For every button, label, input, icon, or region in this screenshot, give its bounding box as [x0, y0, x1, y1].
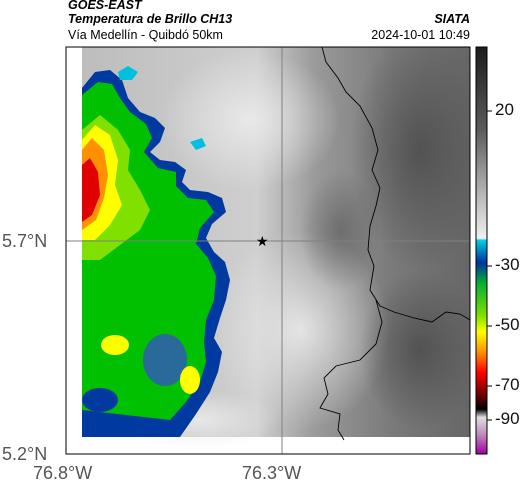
region-subtitle: Vía Medellín - Quibdó 50km [68, 28, 223, 42]
organization-label: SIATA [434, 12, 470, 26]
lat-tick-label: 5.2°N [2, 444, 48, 464]
colorbar [475, 46, 492, 455]
lon-tick-label: 76.3°W [242, 463, 302, 483]
satellite-title: GOES-EAST [68, 0, 142, 12]
satellite-image [66, 47, 470, 454]
colorbar-tick-label: -50 [495, 315, 520, 334]
lon-tick-label: 76.8°W [33, 463, 93, 483]
colorbar-tick-label: 20 [495, 100, 514, 119]
colorbar-tick-label: -90 [495, 409, 520, 428]
colorbar-tick-label: -70 [495, 375, 520, 394]
product-title: Temperatura de Brillo CH13 [68, 12, 233, 26]
timestamp-label: 2024-10-01 10:49 [371, 28, 470, 42]
star-marker: ★ [256, 234, 269, 250]
colorbar-tick-label: -30 [495, 255, 520, 274]
lat-tick-label: 5.7°N [2, 231, 48, 251]
